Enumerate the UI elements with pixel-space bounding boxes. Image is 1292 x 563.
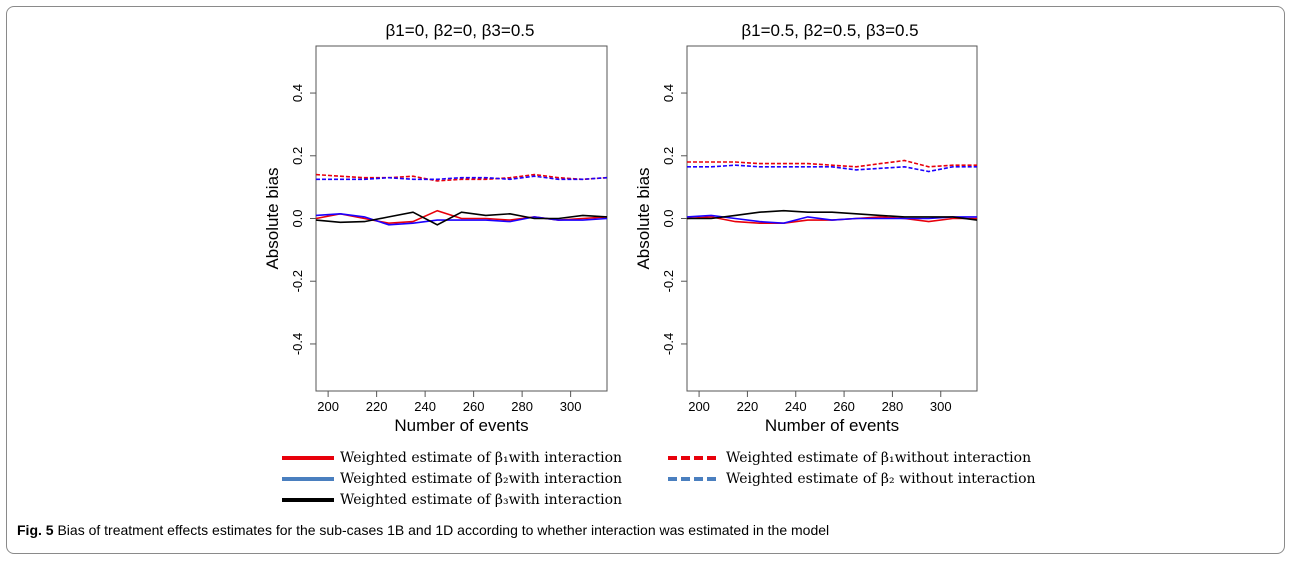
panel1-xtick-label: 280 [511, 399, 533, 414]
panel1-xtick-label: 200 [317, 399, 339, 414]
figure-caption: Fig. 5 Bias of treatment effects estimat… [17, 522, 829, 538]
panel2-title: β1=0.5, β2=0.5, β3=0.5 [741, 21, 918, 40]
panel2-xtick-label: 260 [833, 399, 855, 414]
panel2-series-5-line [687, 164, 977, 173]
panel2-ytick-label: -0.2 [661, 270, 676, 292]
plots-svg: β1=0, β2=0, β3=0.5 -0.4 -0.2 0.0 0.2 0.4 200 22… [263, 21, 978, 435]
panel1-series-5-line [316, 175, 608, 181]
panel2-series-2-line [686, 214, 977, 225]
panel2-ytick-label: -0.4 [661, 333, 676, 355]
panel2-ytick-label: 0.2 [661, 147, 676, 165]
figure-frame [6, 6, 1285, 554]
panel2-ytick-label: 0.0 [661, 209, 676, 227]
caption-label: Fig. 5 [17, 522, 54, 538]
panel1-xtick-label: 240 [414, 399, 436, 414]
panel1-x-axis-label: Number of events [394, 416, 528, 435]
panel1-series-3-line [315, 211, 608, 226]
panel1-series-4-line [315, 173, 608, 182]
panel2-series-3-line [687, 209, 978, 221]
panel1-series-2-line [315, 212, 608, 226]
panel2-ytick-label: 0.4 [661, 84, 676, 102]
panel2-xtick-label: 300 [930, 399, 952, 414]
panel1-ytick-label: 0.2 [290, 147, 305, 165]
panel2-xtick-label: 240 [785, 399, 807, 414]
panel1-xtick-label: 300 [560, 399, 582, 414]
panel2-xtick-label: 220 [737, 399, 759, 414]
panel2-xtick-label: 200 [688, 399, 710, 414]
panel2-y-axis-label: Absolute bias [634, 167, 653, 269]
panel1-xtick-label: 220 [366, 399, 388, 414]
panel1-ytick-label: 0.0 [290, 209, 305, 227]
panel1-title: β1=0, β2=0, β3=0.5 [386, 21, 535, 40]
caption-text: Bias of treatment effects estimates for … [57, 522, 830, 538]
panel2-series-4-line [687, 159, 977, 168]
panel1-ytick-label: -0.2 [290, 270, 305, 292]
panel2-xtick-label: 280 [882, 399, 904, 414]
panel1-y-axis-label: Absolute bias [263, 167, 282, 269]
panel2-x-axis-label: Number of events [765, 416, 899, 435]
panel1-ytick-label: 0.4 [290, 84, 305, 102]
panel1-xtick-label: 260 [463, 399, 485, 414]
panel1-ytick-label: -0.4 [290, 333, 305, 355]
